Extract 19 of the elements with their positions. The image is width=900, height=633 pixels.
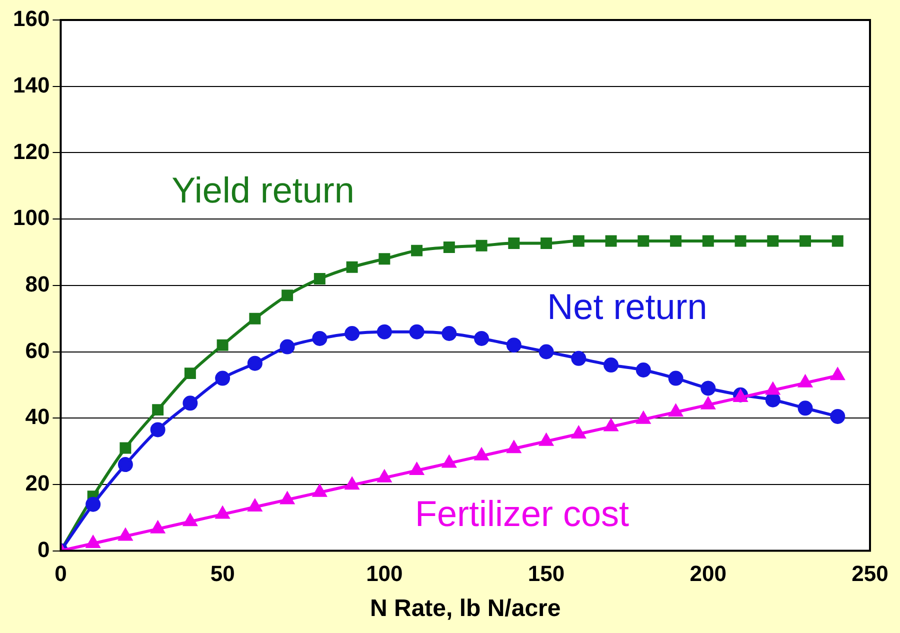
y-tick-label: 40 (25, 404, 50, 430)
x-tick-label: 200 (690, 561, 726, 586)
y-tick-label: 140 (12, 72, 50, 98)
y-tick-label: 100 (12, 205, 50, 230)
x-tick-label: 50 (210, 561, 235, 586)
series-label: Fertilizer cost (414, 493, 630, 534)
x-tick-label: 250 (852, 561, 888, 586)
x-axis-title: N Rate, lb N/acre (370, 595, 561, 622)
series-label: Yield return (172, 169, 354, 210)
x-tick-label: 150 (528, 561, 565, 586)
y-tick-label: 60 (25, 338, 50, 363)
x-tick-label: 0 (54, 561, 67, 586)
y-tick-label: 160 (12, 6, 50, 32)
y-tick-label: 80 (25, 271, 50, 296)
y-tick-label: 120 (12, 138, 50, 164)
x-tick-label: 100 (366, 561, 403, 586)
series-label: Net return (547, 286, 708, 328)
y-tick-label: 20 (25, 470, 50, 496)
y-tick-label: 0 (37, 536, 50, 562)
